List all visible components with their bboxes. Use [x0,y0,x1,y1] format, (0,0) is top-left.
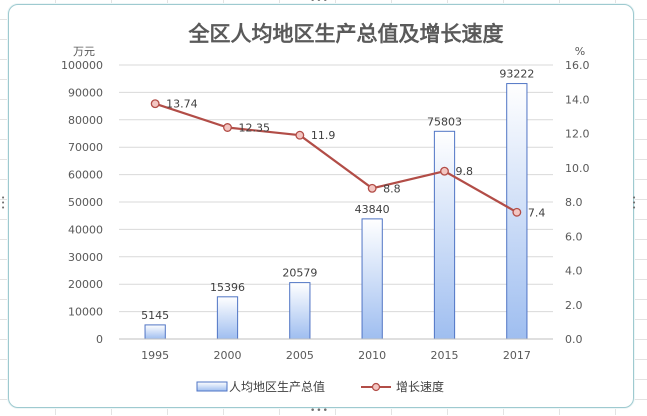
left-axis-tick-label: 30000 [68,251,103,264]
left-axis-unit-label: 万元 [73,45,95,58]
right-axis-tick-label: 8.0 [565,196,583,209]
legend-bar-label: 人均地区生产总值 [229,379,325,394]
x-axis-tick-label: 2010 [358,349,386,362]
line-data-label: 13.74 [166,98,198,111]
left-axis-tick-label: 50000 [68,196,103,209]
left-axis-tick-label: 70000 [68,141,103,154]
right-axis-tick-label: 6.0 [565,230,583,243]
legend-line-label: 增长速度 [396,379,444,394]
bar-data-label: 43840 [355,203,390,216]
bar [361,218,383,340]
line-point [440,166,449,176]
resize-handle-top[interactable]: ••• [310,0,329,6]
line-point [367,183,377,193]
x-axis-tick-label: 2000 [214,349,242,362]
right-axis-unit-label: % [575,45,585,58]
left-axis-tick-label: 60000 [68,169,103,182]
line-point [150,99,160,109]
right-axis-tick-label: 16.0 [565,59,590,72]
line-data-label: 12.35 [239,122,271,135]
right-axis-tick-label: 12.0 [565,128,590,141]
growth-rate-line [154,102,518,214]
resize-handle-right[interactable]: • • • [632,194,637,212]
legend-line-marker [371,382,381,392]
chart-object[interactable]: 全区人均地区生产总值及增长速度 万元 % 0 10000 20000 30000 400… [8,4,634,408]
left-axis-tick-label: 10000 [68,306,103,319]
line-data-label: 9.8 [456,165,474,178]
resize-handle-left[interactable]: • • • [1,194,6,212]
right-axis-tick-label: 0.0 [565,333,583,346]
right-axis-tick-label: 2.0 [565,299,583,312]
bar-data-label: 15396 [210,281,245,294]
bar-data-label: 20579 [282,267,317,280]
bar [216,296,239,340]
left-axis-tick-label: 80000 [68,114,103,127]
chart-title: 全区人均地区生产总值及增长速度 [188,22,504,46]
left-axis-tick-label: 20000 [68,278,103,291]
x-axis-tick-label: 1995 [141,349,169,362]
left-axis-tick-label: 100000 [61,59,103,72]
line-data-label: 11.9 [311,129,336,142]
right-axis-tick-label: 10.0 [565,162,590,175]
x-axis-tick-label: 2015 [431,349,459,362]
bar-data-label: 93222 [499,68,534,81]
resize-handle-bottom[interactable]: ••• [310,406,329,416]
line-data-label: 8.8 [383,182,401,195]
x-axis-tick-label: 2017 [503,349,531,362]
right-axis-tick-label: 14.0 [565,93,590,106]
bar [144,324,166,340]
x-axis-tick-label: 2005 [286,349,314,362]
legend: 人均地区生产总值 增长速度 [196,379,444,394]
left-axis-tick-label: 40000 [68,223,103,236]
bar-data-label: 75803 [427,115,462,128]
line-point [295,130,305,140]
bar [433,130,456,340]
combo-chart: 全区人均地区生产总值及增长速度 万元 % 0 10000 20000 30000 400… [61,22,590,394]
bar [289,282,311,340]
line-data-label: 7.4 [528,206,546,219]
bar-data-label: 5145 [141,309,169,322]
right-axis-tick-label: 4.0 [565,265,583,278]
left-axis-tick-label: 90000 [68,86,103,99]
legend-bar-swatch [196,381,228,392]
line-point [223,123,232,132]
line-point [512,207,522,217]
left-axis-tick-label: 0 [96,333,103,346]
